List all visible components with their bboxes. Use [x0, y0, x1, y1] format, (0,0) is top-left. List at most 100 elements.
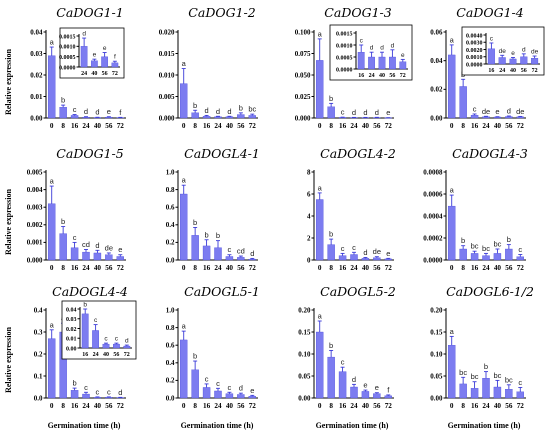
x-tick-label: 16: [471, 122, 479, 130]
y-tick-label: 2: [307, 234, 311, 242]
bar: [237, 257, 245, 261]
inset-bar: [111, 62, 119, 68]
y-tick-label: 0.3: [34, 328, 43, 336]
significance-letter: b: [329, 341, 333, 350]
significance-letter: e: [386, 108, 390, 117]
inset-x-tick-label: 56: [102, 71, 108, 77]
panel-cadogl4-1: CaDOGL4-1 0.0 0.2 0.4 0.6 0.8 1.0 a 0 b 8 b 16 b 24 c 40…: [166, 146, 260, 272]
x-tick-label: 40: [94, 122, 102, 130]
x-tick-label: 8: [193, 122, 197, 130]
bar: [180, 339, 188, 399]
significance-letter: b: [61, 217, 65, 226]
panel-title: CaDOG1-2: [188, 5, 255, 20]
bar: [316, 60, 324, 119]
x-tick-label: 16: [471, 402, 479, 410]
panel-cadog1-4: CaDOG1-40.000.020.040.06a0b8c16de24e40d5…: [430, 5, 545, 130]
inset-y-tick-label: 0.04: [66, 307, 77, 313]
inset-x-tick-label: 40: [103, 352, 109, 358]
significance-letter: a: [182, 322, 187, 331]
chart-panels: CaDOG1-10.000.010.020.030.04a0b8c16d24d4…: [27, 5, 545, 410]
x-tick-label: 0: [318, 122, 322, 130]
significance-letter: d: [352, 375, 356, 384]
panel-title: CaDOGL4-4: [52, 284, 128, 299]
panel-cadogl6-1-2: CaDOGL6-1/20.000.050.100.150.20a0bc8bc16…: [430, 284, 534, 410]
inset-significance-letter: b: [83, 302, 87, 309]
x-axis-label-col-2: Germination time (h): [181, 421, 254, 430]
bar: [202, 245, 211, 261]
inset-y-tick-label: 0.0010: [466, 55, 483, 61]
inset-chart: 0.0000 0.0005 0.0010 0.0015 c 16 d 24 d 40 d 56 e 72: [329, 24, 413, 81]
bar: [70, 390, 79, 399]
significance-letter: c: [341, 244, 345, 253]
significance-letter: d: [363, 248, 367, 257]
y-axis-label-row-1: Relative expression: [4, 49, 13, 115]
significance-letter: d: [204, 106, 208, 115]
bar: [214, 390, 222, 399]
inset-bar: [102, 343, 110, 349]
significance-letter: b: [72, 379, 76, 388]
x-tick-label: 16: [203, 402, 211, 410]
x-tick-label: 0: [182, 264, 186, 272]
bar: [516, 391, 524, 399]
significance-letter: a: [318, 29, 323, 38]
x-axis-label-col-3: Germination time (h): [316, 421, 389, 430]
bar: [225, 116, 234, 119]
bar: [482, 255, 490, 261]
bar: [448, 345, 456, 399]
significance-letter: b: [461, 236, 465, 245]
x-tick-label: 40: [226, 122, 234, 130]
x-tick-label: 0: [450, 402, 454, 410]
panel-cadogl5-1: CaDOGL5-1 0.0 0.2 0.4 0.6 0.8 1.0 a 0 b 8 c 16 c 24 c 40…: [166, 284, 260, 410]
y-tick-label: 0.075: [295, 50, 311, 58]
significance-letter: d: [84, 107, 88, 116]
significance-letter: d: [95, 241, 99, 250]
significance-letter: d: [375, 108, 379, 117]
x-tick-label: 56: [505, 402, 513, 410]
bar: [237, 114, 245, 119]
bar: [505, 389, 513, 399]
significance-letter: b: [484, 362, 488, 371]
x-tick-label: 72: [117, 264, 125, 272]
panel-cadogl4-4: CaDOGL4-40.00.10.20.30.4a0a8b16c24c40c56…: [34, 284, 137, 410]
x-tick-label: 72: [517, 402, 525, 410]
significance-letter: f: [387, 385, 390, 394]
y-tick-label: 0.001: [27, 239, 43, 247]
x-tick-label: 40: [494, 122, 502, 130]
bar: [384, 258, 392, 261]
bar: [202, 116, 211, 119]
x-tick-label: 8: [329, 122, 333, 130]
x-tick-label: 0: [50, 264, 54, 272]
x-tick-label: 0: [318, 264, 322, 272]
significance-letter: d: [216, 107, 220, 116]
bar: [214, 116, 222, 119]
x-tick-label: 8: [193, 264, 197, 272]
y-tick-label: 0.005: [159, 93, 175, 101]
bar: [180, 193, 188, 261]
x-tick-label: 0: [182, 122, 186, 130]
y-tick-label: 0.000: [159, 114, 175, 122]
x-tick-label: 56: [373, 122, 381, 130]
y-tick-label: 0.2: [166, 239, 175, 247]
x-tick-label: 8: [329, 264, 333, 272]
bar: [116, 256, 124, 261]
inset-significance-letter: d: [522, 46, 526, 53]
y-tick-label: 0.8: [166, 186, 175, 194]
bar: [516, 256, 524, 261]
y-tick-label: 0.010: [159, 71, 175, 79]
inset-y-tick-label: 0.0000: [466, 62, 483, 68]
significance-letter: c: [352, 243, 356, 252]
x-tick-label: 8: [461, 122, 465, 130]
y-tick-label: 0.025: [295, 93, 311, 101]
significance-letter: a: [450, 35, 455, 44]
significance-letter: c: [205, 374, 209, 383]
y-tick-label: 0.4: [166, 221, 175, 229]
inset-bar: [509, 58, 517, 65]
y-tick-label: 0.4: [166, 359, 175, 367]
bar: [448, 54, 456, 119]
inset-x-tick-label: 24: [369, 73, 375, 79]
y-tick-label: 0.02: [30, 71, 43, 79]
inset-x-tick-label: 24: [93, 352, 99, 358]
significance-letter: d: [118, 388, 122, 397]
inset-x-tick-label: 72: [400, 73, 406, 79]
x-tick-label: 56: [105, 402, 113, 410]
